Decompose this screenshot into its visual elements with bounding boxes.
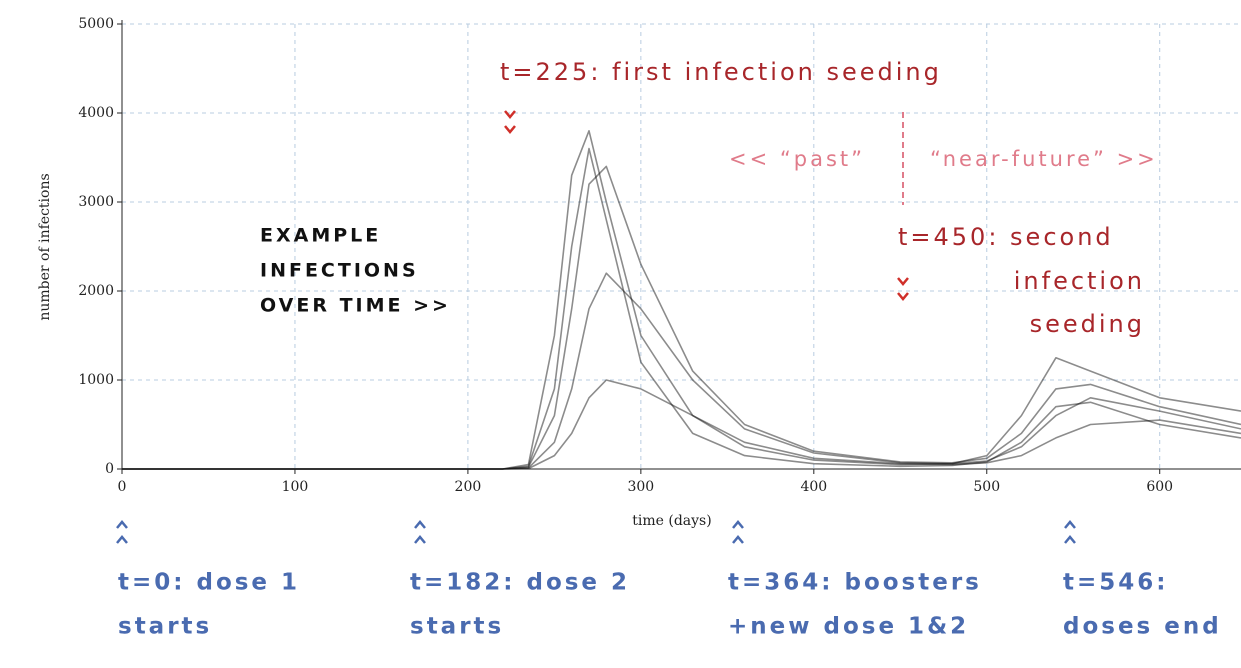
x-tick-label: 200 bbox=[455, 479, 482, 495]
annotation: +new dose 1&2 bbox=[728, 614, 969, 640]
series-line bbox=[122, 165, 1241, 470]
marker bbox=[504, 110, 516, 134]
annotation: t=0: dose 1 bbox=[118, 570, 300, 596]
series-line bbox=[122, 272, 1241, 470]
annotation: EXAMPLE bbox=[260, 225, 381, 247]
marker bbox=[897, 277, 909, 301]
annotation: << “past” bbox=[729, 147, 865, 171]
x-tick-label: 0 bbox=[118, 479, 127, 495]
y-tick-label: 5000 bbox=[78, 16, 114, 32]
annotation: doses end bbox=[1063, 614, 1222, 640]
x-tick-label: 300 bbox=[627, 479, 654, 495]
x-tick-label: 500 bbox=[973, 479, 1000, 495]
lines bbox=[122, 130, 1241, 470]
y-axis-label: number of infections bbox=[37, 173, 53, 320]
annotation: t=450: second bbox=[898, 223, 1114, 251]
x-tick-label: 100 bbox=[282, 479, 309, 495]
y-tick-label: 1000 bbox=[78, 372, 114, 388]
series-line bbox=[122, 379, 1241, 470]
annotation: t=364: boosters bbox=[728, 570, 982, 596]
annotation: OVER TIME >> bbox=[260, 295, 451, 317]
markers bbox=[116, 520, 1076, 544]
annotation: t=546: bbox=[1063, 570, 1168, 596]
annotation: INFECTIONS bbox=[260, 260, 419, 282]
y-tick-label: 3000 bbox=[78, 194, 114, 210]
x-tick-label: 600 bbox=[1146, 479, 1173, 495]
annotation: infection bbox=[1014, 267, 1145, 295]
y-tick-label: 0 bbox=[105, 461, 114, 477]
series-line bbox=[122, 147, 1241, 470]
x-axis-label: time (days) bbox=[632, 513, 711, 529]
x-tick-label: 400 bbox=[800, 479, 827, 495]
y-tick-label: 4000 bbox=[78, 105, 114, 121]
annotation: starts bbox=[118, 614, 212, 640]
annotation: “near-future” >> bbox=[930, 147, 1158, 171]
annotation: seeding bbox=[1030, 310, 1145, 338]
annotation: t=182: dose 2 bbox=[410, 570, 630, 596]
annotation: starts bbox=[410, 614, 504, 640]
series-line bbox=[122, 130, 1241, 470]
annotation: t=225: first infection seeding bbox=[500, 58, 942, 86]
y-tick-label: 2000 bbox=[78, 283, 114, 299]
